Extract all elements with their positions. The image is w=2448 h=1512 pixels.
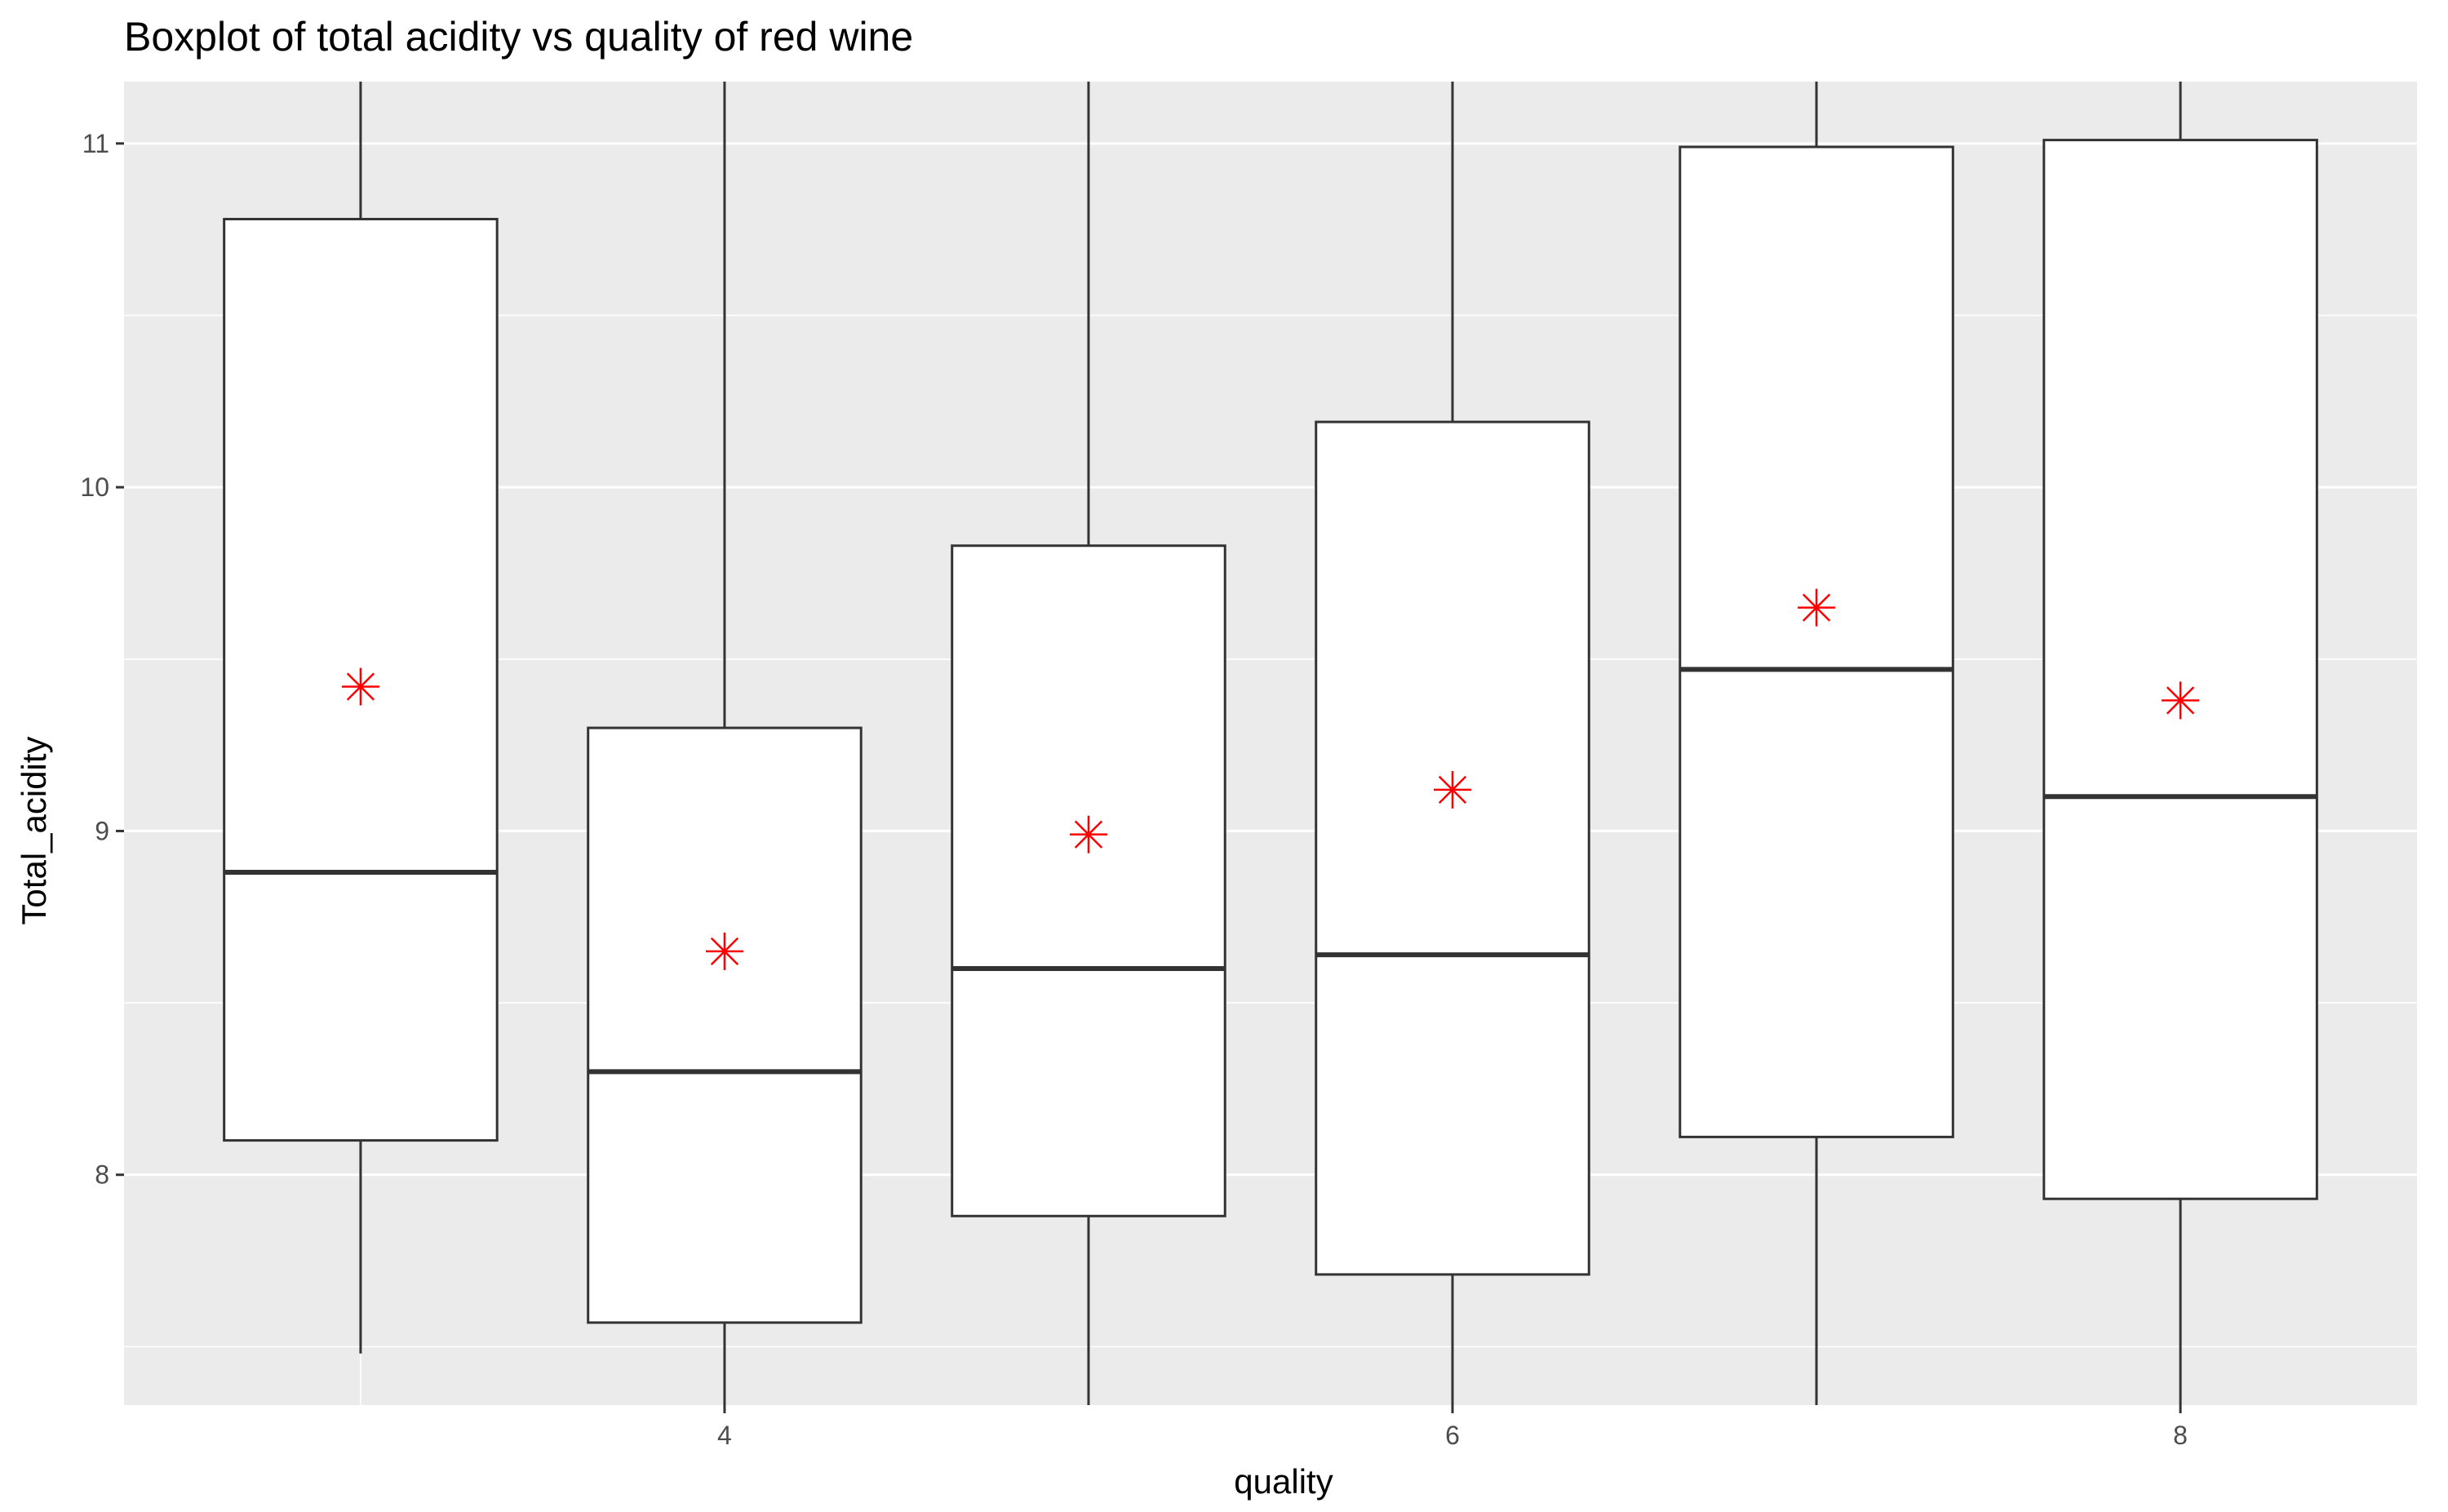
box-iqr [587, 726, 863, 1324]
y-tick-label: 8 [95, 1160, 109, 1190]
y-axis-title: Total_acidity [15, 736, 53, 924]
x-tick-label: 6 [1445, 1421, 1460, 1450]
mean-marker-8 [2162, 681, 2200, 720]
chart-title: Boxplot of total acidity vs quality of r… [124, 14, 913, 60]
mean-marker-stroke [1438, 775, 1467, 805]
y-tick-label: 9 [95, 816, 109, 845]
x-axis: 4 6 8 [717, 1405, 2188, 1450]
mean-marker-stroke [1074, 820, 1103, 849]
mean-markers [341, 588, 2200, 970]
mean-marker-6 [1434, 770, 1472, 809]
box-6 [1315, 82, 1590, 1405]
box-4 [587, 82, 863, 1405]
x-axis-title: quality [1234, 1462, 1333, 1501]
box-7 [1679, 82, 1954, 1405]
mean-marker-5 [1069, 815, 1107, 854]
x-tick-label: 8 [2173, 1421, 2188, 1450]
y-tick-label: 11 [82, 129, 109, 158]
mean-marker-7 [1798, 588, 1836, 627]
box-5 [951, 82, 1226, 1405]
box-iqr [1315, 420, 1590, 1276]
mean-marker-stroke [346, 672, 375, 701]
mean-marker-stroke [1802, 593, 1831, 622]
box-iqr [951, 544, 1226, 1217]
box-iqr [1679, 145, 1954, 1138]
mean-marker-3 [341, 667, 379, 706]
box-series [223, 82, 2318, 1405]
y-axis: 8 9 10 11 [80, 129, 124, 1190]
mean-marker-4 [705, 932, 743, 970]
plot-panel [124, 82, 2417, 1405]
x-tick-label: 4 [717, 1421, 732, 1450]
box-8 [2042, 82, 2318, 1405]
box-iqr [2042, 139, 2318, 1200]
mean-marker-stroke [2166, 686, 2195, 715]
y-tick-label: 10 [80, 472, 109, 502]
mean-marker-stroke [710, 937, 739, 966]
